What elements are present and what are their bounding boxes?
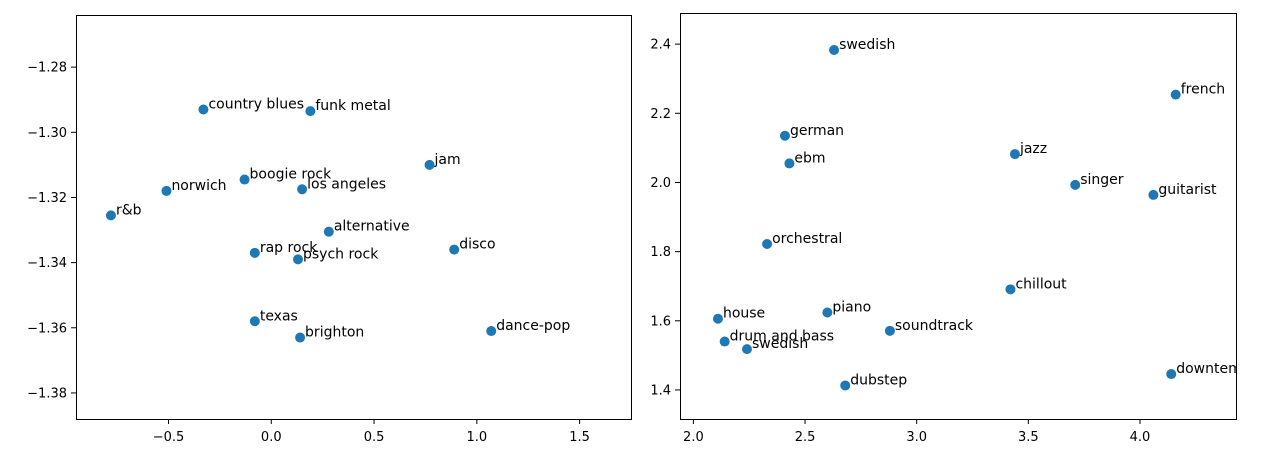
y-tick-label: 2.0 — [650, 176, 671, 191]
scatter-chart-left: −0.5 0.0 0.5 1.0 1.5 −1.28 −1.30 −1.32 −1.34 −1.3… — [27, 15, 632, 445]
data-point — [829, 45, 840, 56]
y-tick-label: −1.32 — [27, 191, 67, 206]
data-point-label: country blues — [208, 96, 304, 112]
y-tick-label: 2.2 — [650, 107, 671, 122]
y-tick-label: 1.6 — [650, 314, 671, 329]
y-tick-label: −1.28 — [27, 61, 67, 76]
x-tick-label: 2.0 — [683, 430, 704, 445]
data-point — [719, 336, 730, 347]
data-point-label: rap rock — [260, 240, 318, 256]
y-tick-label: −1.30 — [27, 126, 67, 141]
data-point-label: jazz — [1019, 141, 1047, 157]
data-point — [784, 158, 795, 169]
x-tick-label: 2.5 — [795, 430, 816, 445]
data-point-label: disco — [459, 237, 495, 253]
data-point — [1070, 179, 1081, 190]
plot-frame — [76, 15, 632, 420]
data-point — [1148, 189, 1159, 200]
data-point — [762, 239, 773, 250]
data-point-label: house — [723, 306, 765, 322]
x-tick-label: 3.0 — [906, 430, 927, 445]
y-tick-label: −1.36 — [27, 321, 67, 336]
data-point-label: los angeles — [307, 176, 386, 192]
data-point-label: brighton — [305, 325, 364, 341]
data-point-label: texas — [260, 308, 298, 324]
x-tick-label: 3.5 — [1018, 430, 1039, 445]
data-point — [105, 210, 116, 221]
data-point-label: orchestral — [772, 231, 842, 247]
data-point — [161, 185, 172, 196]
scatter-chart-right: 2.0 2.5 3.0 3.5 4.0 1.4 1.6 1.8 2.0 2.2 2.4 swedish… — [650, 13, 1259, 445]
data-point — [1005, 284, 1016, 295]
y-tick-label: 1.8 — [650, 245, 671, 260]
x-tick-label: 1.5 — [569, 430, 590, 445]
data-point-label: jam — [434, 152, 461, 168]
data-point-label: ebm — [794, 150, 825, 166]
x-tick-label: 0.0 — [261, 430, 282, 445]
data-point — [293, 254, 303, 265]
data-point — [840, 380, 851, 391]
data-point — [884, 325, 895, 336]
data-point-label: french — [1181, 82, 1225, 98]
data-point-label: chillout — [1015, 276, 1067, 292]
data-point-label: boogie rock — [250, 167, 333, 183]
data-point — [249, 316, 260, 327]
data-point-label: downtempo — [1176, 361, 1259, 377]
data-point — [297, 184, 308, 195]
data-point — [305, 106, 316, 117]
data-point — [449, 244, 460, 255]
data-point — [822, 307, 833, 318]
data-point — [712, 313, 723, 324]
data-point-label: dance-pop — [496, 318, 570, 334]
plot-frame — [680, 13, 1237, 420]
x-tick-label: 4.0 — [1130, 430, 1151, 445]
data-point — [1009, 149, 1020, 160]
points-group: swedish french german jazz ebm singer guitaris… — [712, 37, 1259, 391]
data-point — [486, 326, 497, 337]
y-tick-label: 2.4 — [650, 38, 671, 53]
data-point-label: psych rock — [303, 246, 379, 262]
y-tick-label: 1.4 — [650, 383, 671, 398]
data-point — [249, 247, 260, 258]
data-point — [295, 332, 306, 343]
data-point — [1166, 369, 1177, 380]
data-point — [779, 130, 790, 141]
y-tick-label: −1.34 — [27, 256, 67, 271]
data-point — [198, 104, 209, 115]
data-point — [741, 344, 752, 355]
data-point-label: german — [790, 123, 844, 139]
data-point-label: swedish — [752, 336, 808, 352]
x-tick-label: 0.5 — [364, 430, 385, 445]
data-point-label: guitarist — [1158, 182, 1217, 198]
data-point-label: r&b — [116, 202, 142, 218]
data-point-label: norwich — [171, 178, 226, 194]
x-tick-label: −0.5 — [153, 430, 185, 445]
y-tick-label: −1.38 — [27, 386, 67, 401]
data-point — [424, 159, 435, 170]
data-point — [323, 226, 334, 237]
data-point-label: swedish — [839, 37, 895, 53]
data-point-label: drum and bass — [730, 329, 834, 345]
points-group: country blues funk metal jam boogie rock nor… — [105, 96, 570, 343]
data-point-label: singer — [1080, 172, 1124, 188]
data-point — [239, 174, 250, 185]
data-point-label: soundtrack — [895, 318, 974, 334]
data-point-label: dubstep — [850, 372, 907, 388]
data-point-label: funk metal — [315, 98, 390, 114]
data-point — [1170, 89, 1181, 100]
data-point-label: alternative — [334, 219, 410, 235]
data-point-label: piano — [832, 299, 871, 315]
x-tick-label: 1.0 — [466, 430, 487, 445]
